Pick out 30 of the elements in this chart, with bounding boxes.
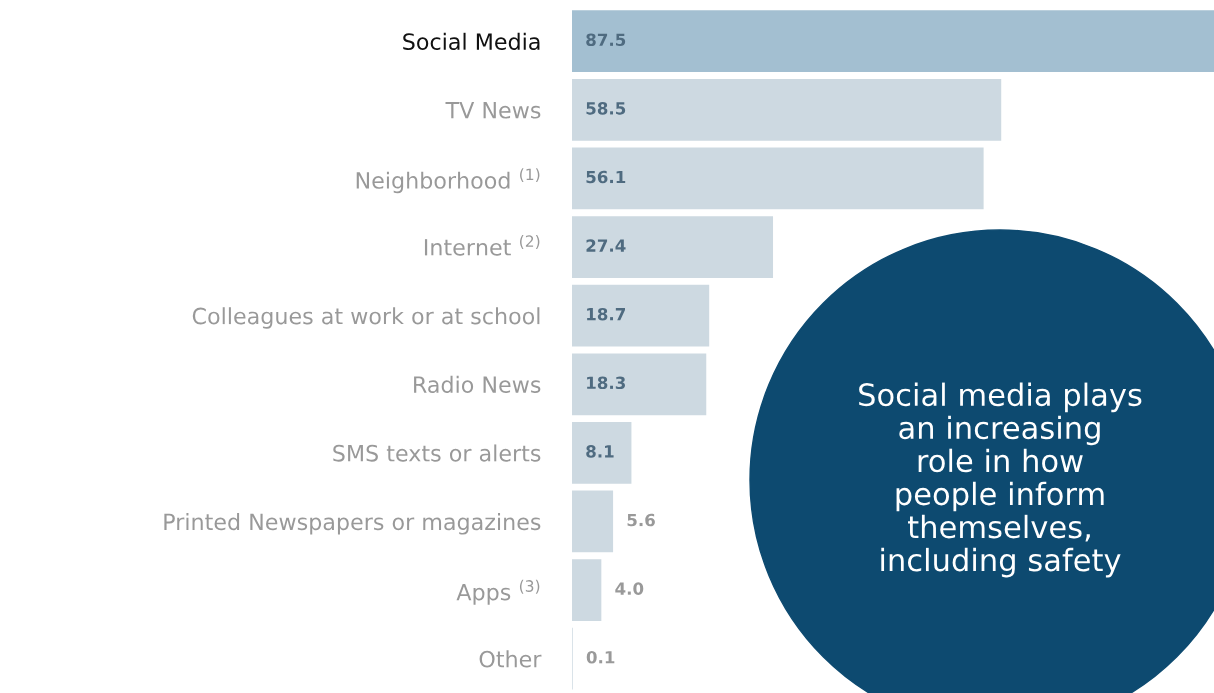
data-label: 0.1 (586, 650, 615, 664)
bar (572, 559, 602, 621)
bar (572, 10, 1214, 73)
data-label: 58.5 (586, 102, 626, 115)
annotation: Social media plays an increasing role in how people inform themselves, including safety (859, 382, 1142, 578)
data-label: 18.7 (587, 307, 625, 321)
data-label: 4.0 (615, 582, 644, 595)
data-label: 87.5 (586, 33, 626, 47)
y-tick-label: TV News (445, 102, 541, 119)
bar (572, 216, 774, 278)
y-tick-label: Colleagues at work or at school (192, 307, 540, 329)
data-label: 8.1 (586, 445, 614, 458)
y-tick-label: Social Media (403, 32, 540, 50)
y-tick-label: Other (479, 650, 542, 668)
y-tick-label: SMS texts or alerts (333, 444, 541, 462)
bar (572, 490, 614, 553)
y-tick-label: Neighborhood $^{(1)}$ (356, 168, 540, 194)
data-label: 27.4 (586, 239, 626, 252)
data-label: 5.6 (627, 513, 655, 527)
data-label: 18.3 (587, 376, 625, 390)
bar (572, 284, 710, 347)
bar (572, 78, 1002, 141)
bar (572, 422, 632, 484)
data-label: 56.1 (586, 170, 626, 184)
y-tick-label: Radio News (414, 375, 541, 394)
bar (572, 147, 984, 210)
y-tick-label: Internet $^{(2)}$ (424, 235, 540, 256)
y-tick-label: Printed Newspapers or magazines (164, 513, 541, 535)
y-tick-label: Apps $^{(3)}$ (456, 579, 540, 605)
bar (572, 353, 707, 416)
